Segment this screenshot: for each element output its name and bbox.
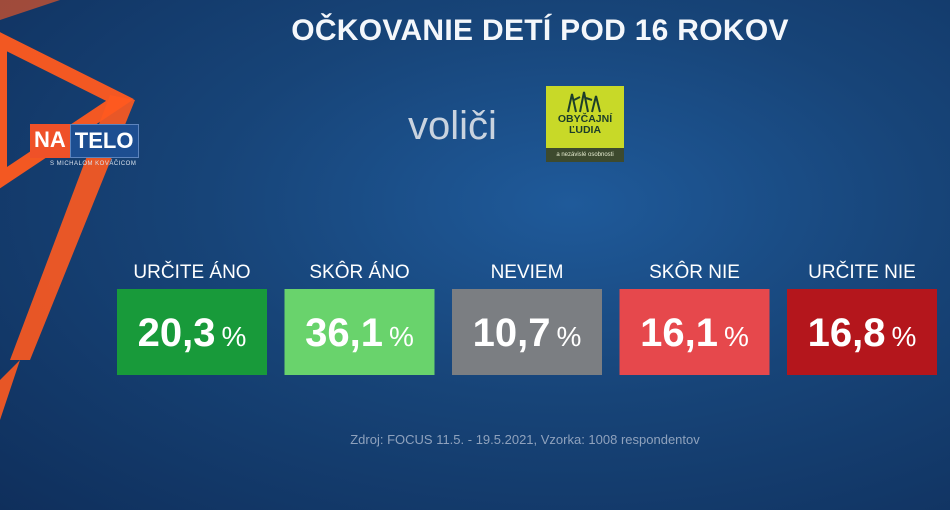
- bar: [117, 289, 267, 375]
- party-name: OBYČAJNÍ ĽUDIA: [557, 113, 613, 136]
- data-label: 10,7%: [473, 311, 582, 355]
- chart-title: OČKOVANIE DETÍ POD 16 ROKOV: [291, 14, 789, 47]
- bar-group-0: URČITE ÁNO 20,3%: [117, 261, 267, 375]
- bar-group-4: URČITE NIE 16,8%: [787, 261, 937, 375]
- show-logo-subtext: S MICHALOM KOVÁČICOM: [50, 161, 137, 167]
- party-logo-box: OBYČAJNÍ ĽUDIA: [546, 86, 624, 148]
- data-label: 16,8%: [808, 311, 917, 355]
- party-subtext: a nezávislé osobnosti: [546, 148, 624, 162]
- bar: [787, 289, 937, 375]
- show-logo: NA TELO S MICHALOM KOVÁČICOM: [30, 124, 140, 167]
- bar-group-3: SKÔR NIE 16,1%: [619, 261, 770, 375]
- bar: [619, 289, 770, 375]
- bar: [284, 289, 435, 375]
- data-label: 20,3%: [138, 311, 247, 355]
- bar-group-1: SKÔR ÁNO 36,1%: [284, 261, 435, 375]
- bar-group-2: NEVIEM 10,7%: [452, 262, 602, 375]
- category-label: SKÔR NIE: [649, 261, 740, 283]
- data-label: 16,1%: [640, 311, 749, 355]
- category-label: SKÔR ÁNO: [309, 261, 409, 283]
- category-label: NEVIEM: [491, 262, 564, 283]
- show-logo-na: NA: [30, 124, 70, 158]
- voters-label: voliči: [408, 104, 497, 148]
- party-logo: OBYČAJNÍ ĽUDIA a nezávislé osobnosti: [546, 86, 624, 162]
- show-logo-telo: TELO: [69, 124, 140, 158]
- source-note: Zdroj: FOCUS 11.5. - 19.5.2021, Vzorka: …: [350, 432, 700, 447]
- bar: [452, 289, 602, 375]
- category-label: URČITE NIE: [808, 261, 916, 283]
- data-label: 36,1%: [305, 311, 414, 355]
- category-label: URČITE ÁNO: [133, 261, 250, 283]
- people-icon: [567, 91, 601, 113]
